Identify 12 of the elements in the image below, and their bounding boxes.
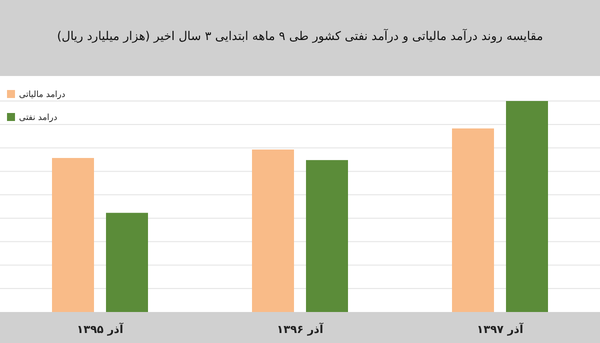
bar — [306, 160, 348, 312]
bar — [506, 101, 548, 312]
legend-label: درامد نفتی — [19, 113, 58, 123]
x-tick-label: آذر ۱۳۹۵ — [76, 322, 124, 336]
bar — [106, 212, 148, 312]
x-tick-label: آذر ۱۳۹۶ — [276, 322, 324, 336]
bar — [52, 158, 94, 312]
bar — [452, 128, 494, 312]
legend-label: درامد مالیاتی — [19, 90, 66, 100]
x-tick-label: آذر ۱۳۹۷ — [476, 322, 524, 336]
bar — [252, 150, 294, 312]
chart-title: مقایسه روند درآمد مالیاتی و درآمد نفتی کشور طی ۹ ماهه ابتدایی ۳ سال اخیر (هزار میلیارد ریال) — [56, 28, 544, 43]
